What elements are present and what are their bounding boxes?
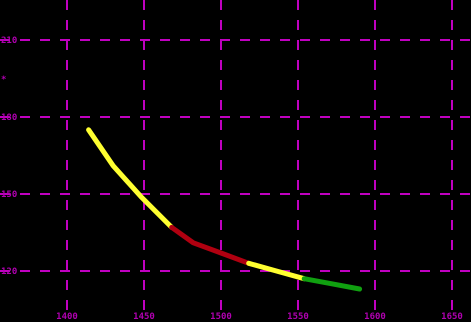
x-tick-label: 1650 xyxy=(441,312,463,322)
y-tick-label: 210 xyxy=(1,36,17,46)
curve-segment-green xyxy=(301,276,363,292)
x-tick-label: 1500 xyxy=(210,312,232,322)
curve-segment-yellow xyxy=(86,127,175,230)
grid-layer xyxy=(0,0,471,312)
x-tick-label: 1450 xyxy=(133,312,155,322)
series-layer xyxy=(86,127,363,292)
axis-labels-layer: 1400 1450 1500 1550 1600 1650 210 180 150 120 * xyxy=(1,36,463,322)
curve-segment-red xyxy=(169,224,252,266)
x-tick-label: 1550 xyxy=(287,312,309,322)
y-tick-label: 120 xyxy=(1,267,17,277)
y-tick-label: 180 xyxy=(1,113,17,123)
x-tick-label: 1400 xyxy=(56,312,78,322)
y-tick-label: 150 xyxy=(1,190,17,200)
y-extra-label: * xyxy=(1,75,6,85)
curve-segment-yellow xyxy=(246,260,307,282)
x-tick-label: 1600 xyxy=(364,312,386,322)
